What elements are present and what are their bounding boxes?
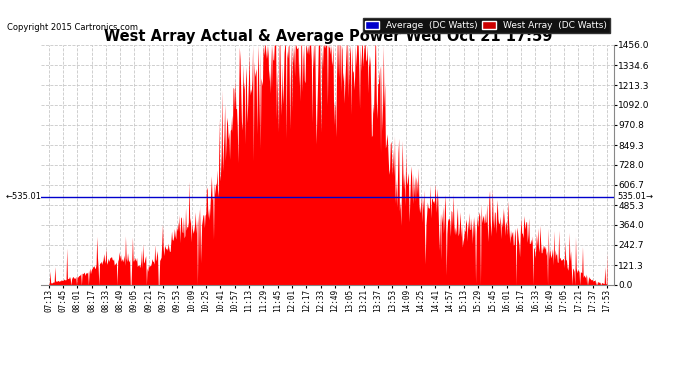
Legend: Average  (DC Watts), West Array  (DC Watts): Average (DC Watts), West Array (DC Watts… — [363, 18, 609, 33]
Title: West Array Actual & Average Power Wed Oct 21 17:59: West Array Actual & Average Power Wed Oc… — [104, 29, 552, 44]
Text: 535.01→: 535.01→ — [617, 192, 653, 201]
Text: Copyright 2015 Cartronics.com: Copyright 2015 Cartronics.com — [7, 22, 138, 32]
Text: ←535.01: ←535.01 — [6, 192, 41, 201]
